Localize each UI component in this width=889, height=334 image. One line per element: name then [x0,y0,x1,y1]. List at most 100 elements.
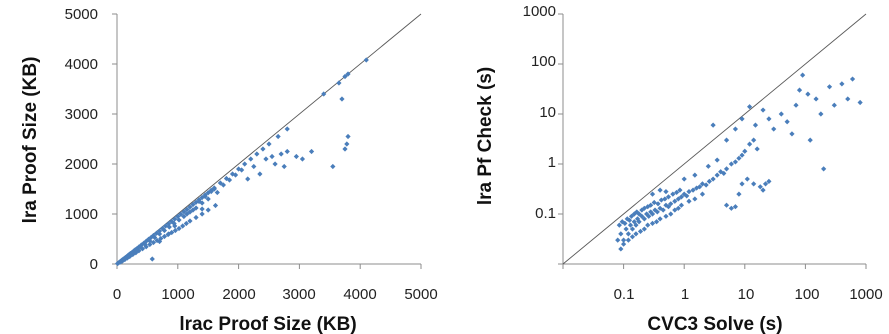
data-point [686,189,692,195]
data-point [732,159,739,165]
data-point [692,172,698,178]
data-point [183,220,189,227]
data-point [193,214,199,221]
data-point [675,205,681,211]
data-point [161,233,168,240]
data-point [662,196,668,202]
y-tick-label: 100 [531,53,556,70]
data-point [746,104,753,110]
data-point [857,99,863,106]
data-point [616,222,622,228]
data-point [657,216,663,222]
data-point [625,231,631,237]
y-tick-labels: 0.1 1 10 100 1000 [523,3,556,222]
data-point [778,111,784,117]
data-point [629,226,636,232]
data-point [202,193,208,200]
data-point [663,213,669,219]
x-tick-labels: 0.1 1 10 100 1000 [614,286,883,303]
data-point [133,247,140,253]
data-point [212,202,219,209]
x-tick-labels: 0 1000 2000 3000 4000 5000 [113,286,438,303]
data-point [184,206,190,213]
data-point [330,163,336,170]
data-point [633,222,639,228]
data-point [672,198,678,204]
data-point [678,194,685,200]
data-point [166,231,172,237]
data-point [751,137,757,143]
data-point [199,206,205,212]
data-point [826,84,833,90]
y-axis-title: lra Proof Size (KB) [20,57,41,224]
data-point [166,224,172,230]
y-tick-label: 0 [90,256,98,273]
data-point [342,73,348,80]
data-point [771,126,777,132]
data-point [821,166,827,172]
data-point [621,241,627,247]
data-point [805,91,811,97]
data-point [181,213,187,220]
x-tick-label: 0.1 [614,286,635,303]
data-point [693,185,700,191]
data-point [187,218,193,224]
data-point [714,157,720,163]
data-point [621,237,627,243]
data-point [655,201,661,207]
data-point [232,172,239,178]
data-point [281,163,287,170]
data-point [845,96,851,102]
data-point [721,170,727,176]
data-point [736,155,742,161]
data-point [339,96,345,102]
data-point [278,151,284,157]
data-point [807,137,813,143]
data-point [641,216,647,222]
data-point [205,196,211,202]
data-point [672,207,678,213]
data-point [710,176,716,182]
data-point [172,216,178,222]
data-point [849,76,856,82]
data-point [663,189,669,195]
y-tick-label: 2000 [65,156,98,173]
data-point [690,187,696,193]
data-point [634,216,641,222]
data-point [784,119,790,125]
data-point [633,231,639,237]
data-point [623,226,629,232]
data-point [172,227,178,234]
x-tick-label: 2000 [222,286,255,303]
data-point [736,191,742,197]
data-point [220,182,226,188]
data-point [208,188,214,195]
data-point [710,122,716,128]
data-point [172,223,178,229]
y-tick-label: 1000 [65,206,98,223]
data-point [293,153,299,160]
data-point [269,153,275,160]
data-point [122,255,128,261]
x-tick-label: 10 [738,286,755,303]
data-point [178,211,184,217]
chart-proof-size: lra Proof Size (KB) lrac Proof Size (KB)… [20,6,438,334]
data-point [739,152,745,158]
y-tick-label: 3000 [65,106,98,123]
data-point [705,163,711,169]
y-tick-label: 0.1 [535,205,556,222]
x-tick-label: 4000 [343,286,376,303]
data-point [677,187,683,193]
data-point [723,202,730,208]
data-point [697,184,703,190]
data-point [646,213,652,219]
data-point [147,241,153,248]
x-tick-label: 1000 [161,286,194,303]
data-point [629,234,636,240]
data-point [149,256,155,262]
data-point [723,166,730,172]
data-point [678,202,685,208]
data-point [299,156,306,162]
data-point [818,111,824,117]
